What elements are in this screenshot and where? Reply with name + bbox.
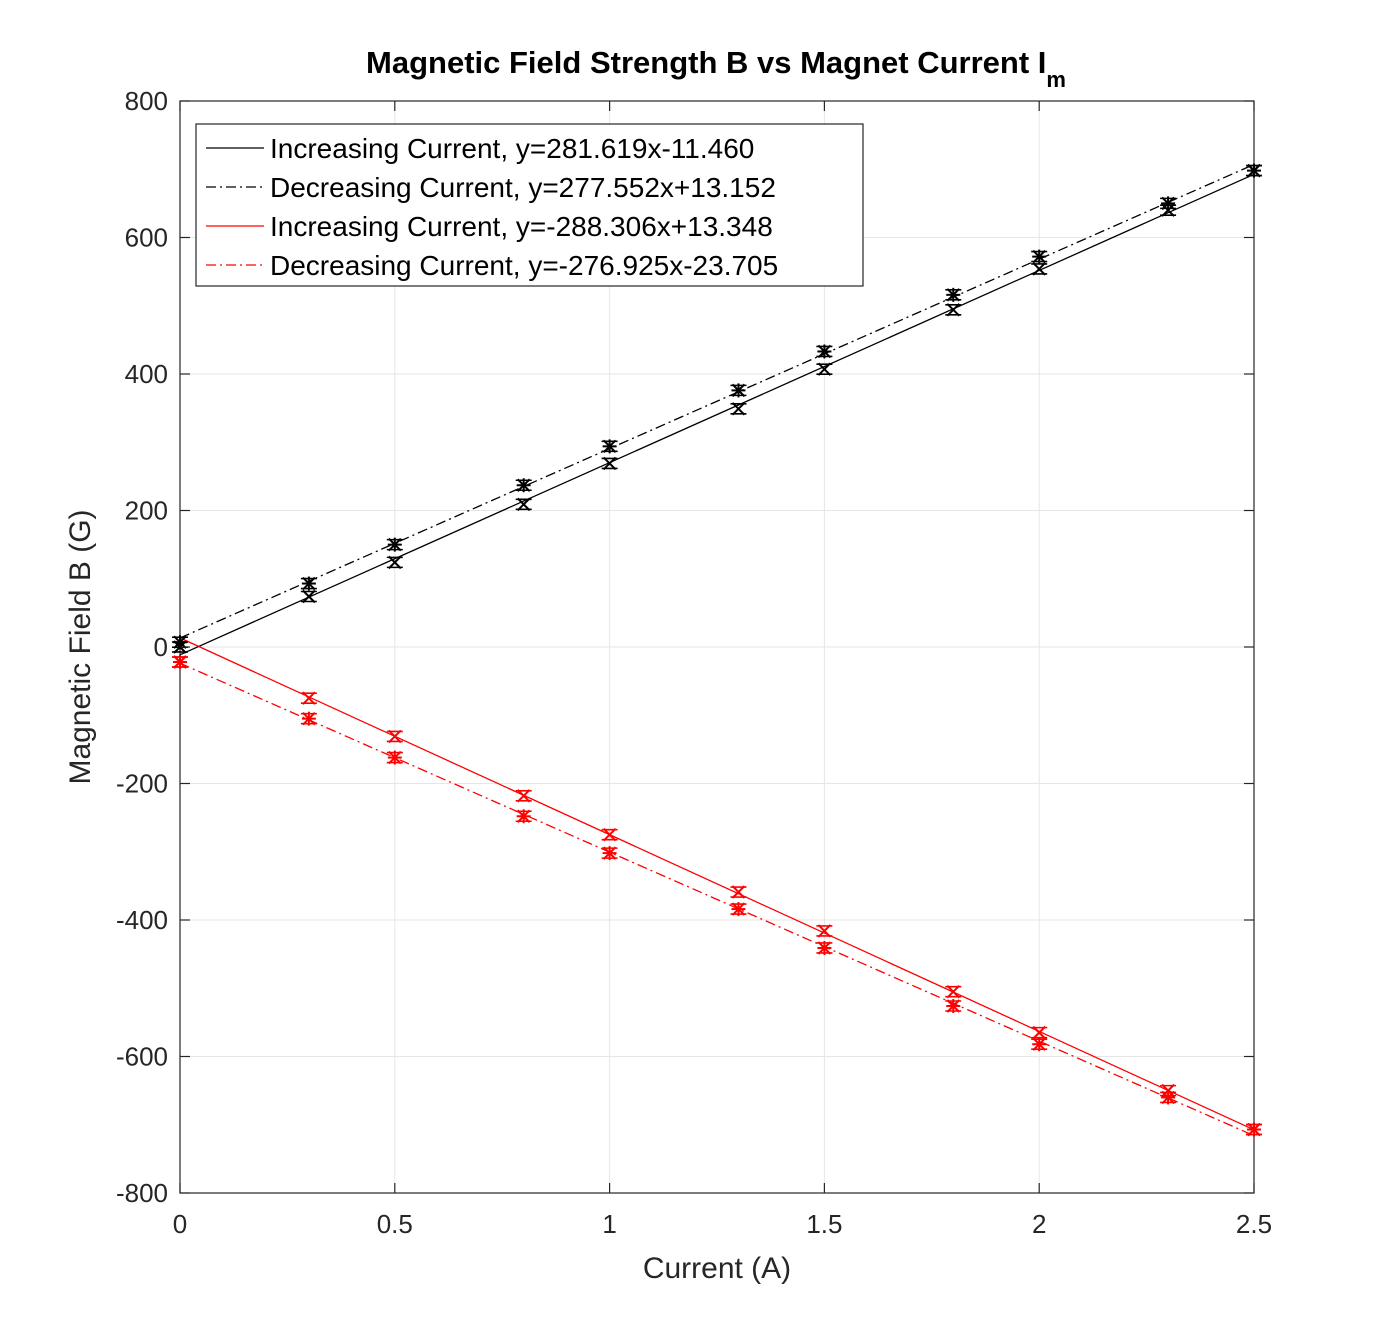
x-axis-label: Current (A)	[643, 1252, 791, 1285]
x-tick-label: 2.5	[1236, 1209, 1272, 1239]
data-point	[730, 383, 747, 398]
data-point	[601, 439, 618, 454]
x-tick-label: 1	[602, 1209, 616, 1239]
y-tick-label: 600	[125, 223, 168, 253]
data-point	[816, 344, 833, 359]
data-point	[386, 750, 403, 765]
marker-stroke	[946, 984, 960, 999]
legend-entry: Decreasing Current, y=277.552x+13.152	[270, 172, 776, 203]
data-point	[386, 729, 403, 744]
marker-stroke	[602, 827, 617, 842]
fit-line	[179, 662, 1255, 1137]
data-point	[816, 362, 833, 376]
x-tick-label: 0.5	[377, 1209, 413, 1239]
data-point	[386, 555, 403, 570]
marker-stroke	[817, 924, 832, 938]
legend: Increasing Current, y=281.619x-11.460 Dec…	[195, 123, 864, 287]
data-point	[300, 576, 317, 591]
y-tick-label: -200	[116, 769, 168, 799]
data-point	[945, 984, 962, 999]
data-point	[730, 885, 747, 899]
marker-stroke	[388, 555, 402, 570]
marker-stroke	[388, 729, 402, 744]
data-point	[601, 456, 618, 471]
marker-stroke	[731, 885, 746, 899]
data-point	[1246, 1122, 1262, 1137]
legend-entry: Increasing Current, y=-288.306x+13.348	[270, 211, 773, 242]
fit-line	[179, 173, 1255, 656]
chart-title-main: Magnetic Field Strength B vs Magnet Curr…	[366, 45, 1046, 80]
chart-title: Magnetic Field Strength B vs Magnet Curr…	[366, 45, 1066, 92]
marker-stroke	[1032, 262, 1046, 276]
y-tick-label: 0	[154, 632, 168, 662]
marker-stroke	[946, 303, 960, 317]
fit-line	[179, 163, 1255, 639]
y-tick-label: 400	[125, 359, 168, 389]
data-point	[515, 478, 532, 493]
x-tick-label: 1.5	[806, 1209, 842, 1239]
x-tick-label: 0	[173, 1209, 187, 1239]
fit-line	[179, 637, 1255, 1131]
marker-stroke	[516, 497, 531, 512]
data-point	[945, 287, 962, 302]
x-tick-label: 2	[1032, 1209, 1046, 1239]
data-point	[730, 902, 747, 917]
axis-ticks: 0 0.5 1 1.5 2 2.5 -800 -600 -400 -200 0 200 400 600 80…	[116, 86, 1272, 1239]
data-point	[300, 691, 317, 705]
legend-entry: Decreasing Current, y=-276.925x-23.705	[270, 250, 778, 281]
y-axis-label: Magnetic Field B (G)	[64, 509, 97, 784]
data-point	[730, 402, 747, 416]
data-point	[300, 711, 317, 726]
y-tick-label: -800	[116, 1178, 168, 1208]
legend-entry: Increasing Current, y=281.619x-11.460	[270, 133, 754, 164]
data-point	[515, 809, 532, 824]
data-point	[1031, 1037, 1048, 1052]
data-markers	[172, 163, 1262, 1137]
marker-stroke	[1032, 1025, 1046, 1040]
y-tick-label: -600	[116, 1042, 168, 1072]
data-point	[816, 924, 833, 938]
data-point	[945, 998, 962, 1013]
data-point	[386, 537, 403, 552]
marker-stroke	[602, 456, 617, 471]
data-point	[1160, 1090, 1177, 1105]
data-point	[1160, 196, 1177, 211]
marker-stroke	[516, 789, 531, 803]
marker-stroke	[731, 402, 746, 416]
data-point	[300, 589, 317, 604]
data-point	[515, 497, 532, 512]
marker-stroke	[817, 362, 832, 376]
y-tick-label: 800	[125, 86, 168, 116]
data-point	[1031, 262, 1048, 276]
data-point	[172, 655, 188, 670]
y-tick-label: -400	[116, 905, 168, 935]
data-point	[601, 827, 618, 842]
data-point	[515, 789, 532, 803]
data-point	[816, 940, 833, 955]
data-point	[601, 846, 618, 861]
chart-title-subscript: m	[1046, 67, 1066, 92]
legend-box	[195, 123, 864, 287]
marker-stroke	[302, 691, 316, 705]
data-point	[945, 303, 962, 317]
data-point	[1031, 249, 1048, 264]
fit-lines	[179, 163, 1255, 1137]
marker-stroke	[302, 589, 316, 604]
data-point	[1246, 163, 1262, 178]
y-tick-label: 200	[125, 496, 168, 526]
